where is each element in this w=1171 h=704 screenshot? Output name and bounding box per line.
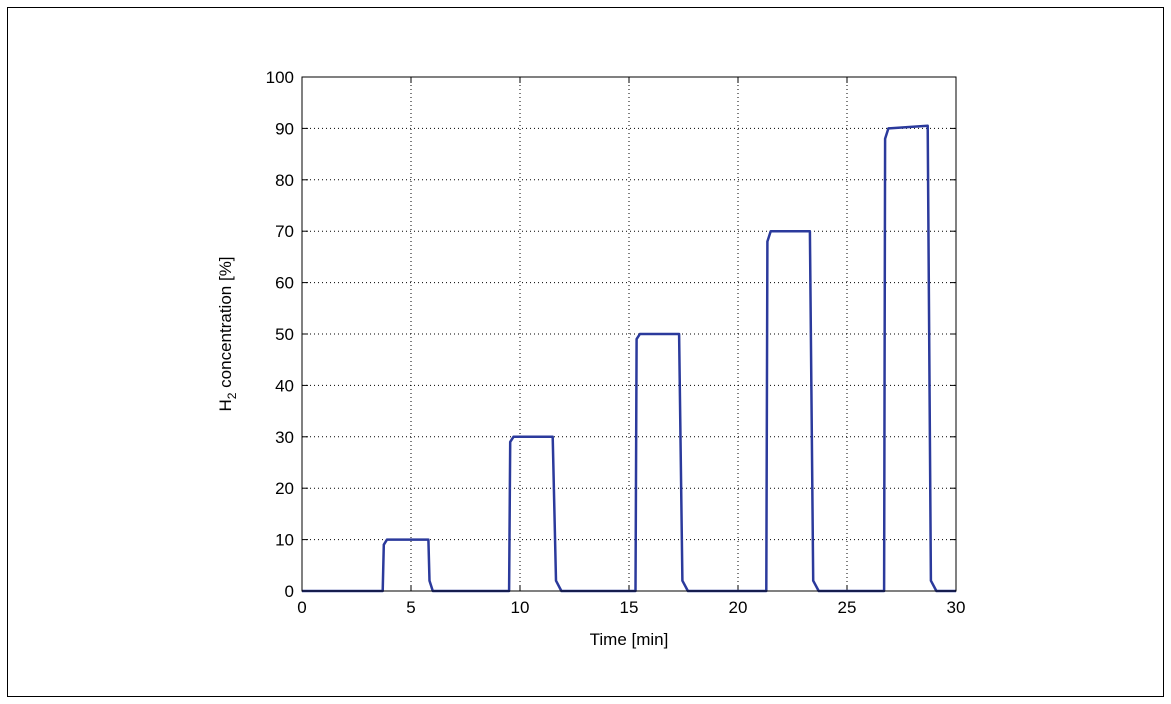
x-tick-label: 5	[406, 598, 415, 617]
plot-border	[301, 76, 957, 592]
x-tick-label: 25	[838, 598, 857, 617]
y-tick-label: 100	[266, 68, 294, 87]
y-tick-label: 80	[275, 171, 294, 190]
y-axis-label-rest: concentration [%]	[216, 256, 235, 392]
x-tick-label: 15	[620, 598, 639, 617]
x-tick-label: 0	[297, 598, 306, 617]
y-tick-label: 40	[275, 376, 294, 395]
series-line	[302, 124, 956, 593]
y-tick-label: 10	[275, 531, 294, 550]
y-tick-label: 90	[275, 119, 294, 138]
grid-lines	[302, 77, 956, 591]
y-axis-label-main: H	[216, 399, 235, 411]
y-axis-label: H2 concentration [%]	[216, 256, 239, 411]
y-tick-label: 20	[275, 479, 294, 498]
data-series	[302, 124, 956, 593]
y-tick-label: 50	[275, 325, 294, 344]
y-tick-label: 60	[275, 274, 294, 293]
x-axis-label: Time [min]	[590, 630, 669, 649]
y-axis-label-subscript: 2	[225, 392, 239, 399]
x-tick-label: 10	[511, 598, 530, 617]
y-tick-labels: 0 10 20 30 40 50 60 70 80 90 100	[266, 68, 294, 601]
y-tick-label: 30	[275, 428, 294, 447]
y-tick-label: 70	[275, 222, 294, 241]
x-tick-labels: 0 5 10 15 20 25 30	[297, 598, 965, 617]
x-tick-label: 20	[729, 598, 748, 617]
x-tick-label: 30	[947, 598, 966, 617]
y-tick-label: 0	[285, 582, 294, 601]
